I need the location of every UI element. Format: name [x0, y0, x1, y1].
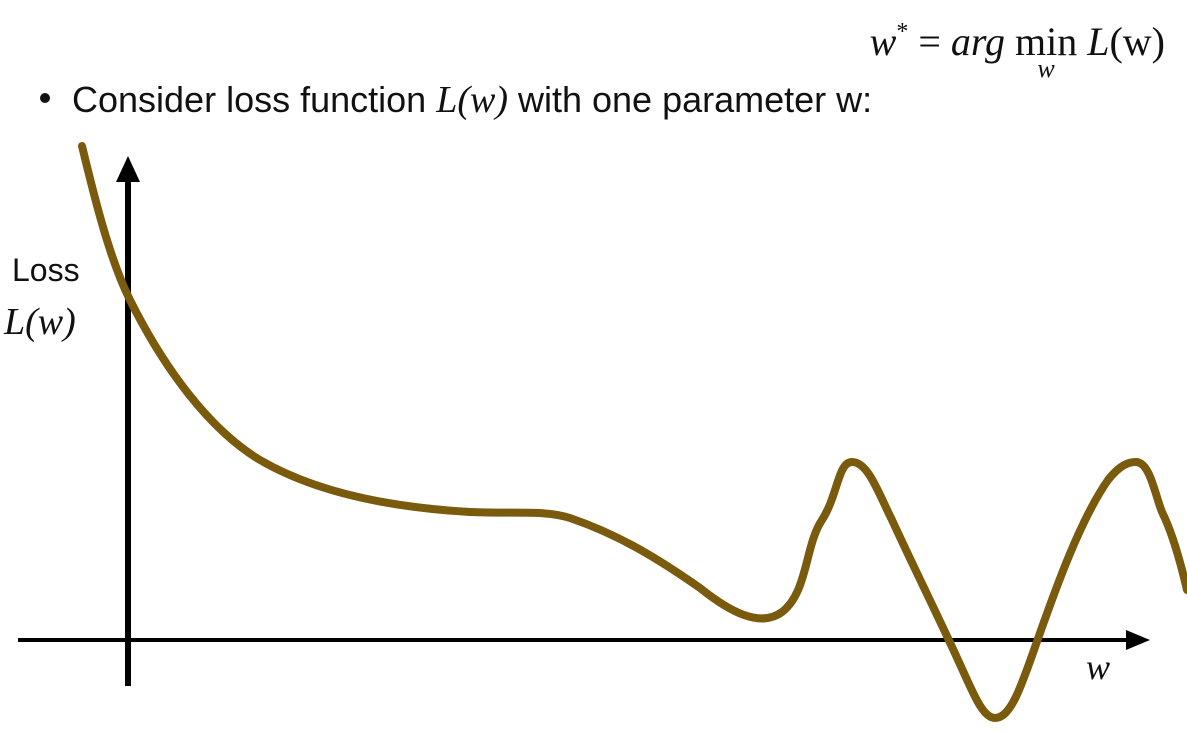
- y-axis-arrowhead-icon: [116, 156, 140, 182]
- x-axis-arrowhead-icon: [1126, 630, 1150, 650]
- loss-curve: [82, 146, 1187, 718]
